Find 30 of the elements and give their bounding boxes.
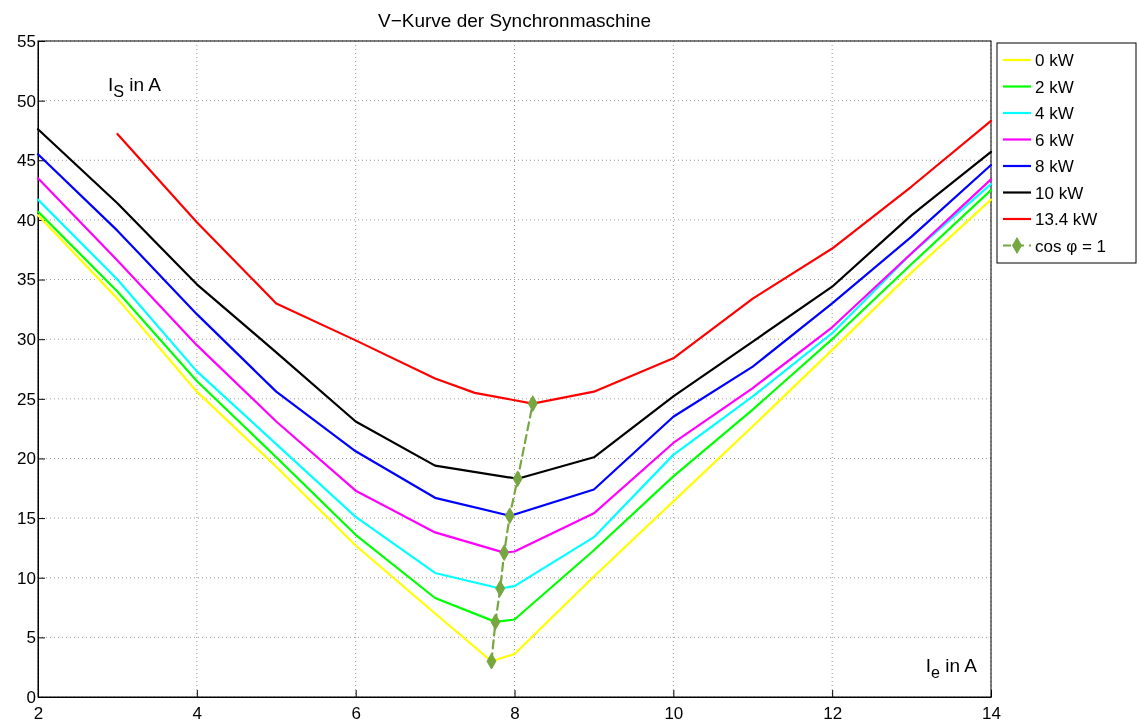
y-tick-label: 10 xyxy=(17,568,36,588)
x-axis-title: I$_{e}$ in A xyxy=(925,655,978,681)
x-tick-label: 10 xyxy=(664,704,684,722)
y-tick-label: 5 xyxy=(26,628,36,648)
x-tick-label: 4 xyxy=(192,704,203,722)
x-tick-label: 2 xyxy=(33,704,44,722)
y-tick-label: 30 xyxy=(17,330,36,350)
y-tick-label: 35 xyxy=(17,270,36,290)
x-tick-label: 8 xyxy=(510,704,520,722)
y-tick-label: 45 xyxy=(17,151,36,171)
y-tick-label: 15 xyxy=(17,509,36,529)
y-tick-label: 50 xyxy=(17,91,36,111)
x-tick-label: 14 xyxy=(982,704,1001,722)
legend-label: 0 kW xyxy=(1035,51,1074,70)
y-tick-label: 20 xyxy=(17,449,36,469)
y-tick-label: 25 xyxy=(17,389,36,409)
y-tick-label: 0 xyxy=(26,687,36,707)
chart-title: V−Kurve der Synchronmaschine xyxy=(377,10,652,31)
legend-label: cos φ = 1 xyxy=(1035,236,1107,256)
y-axis-title: I$_{S}$ in A xyxy=(108,74,162,100)
x-tick-label: 12 xyxy=(823,704,843,722)
x-tick-label: 6 xyxy=(351,704,361,722)
legend-label: 8 kW xyxy=(1035,157,1074,176)
legend-label: 4 kW xyxy=(1035,104,1074,123)
legend-label: 2 kW xyxy=(1035,77,1074,97)
legend-label: 6 kW xyxy=(1035,130,1074,150)
legend-label: 13.4 kW xyxy=(1035,210,1098,229)
y-tick-label: 40 xyxy=(17,210,36,230)
y-tick-label: 55 xyxy=(17,31,36,51)
legend-label: 10 kW xyxy=(1035,183,1084,203)
